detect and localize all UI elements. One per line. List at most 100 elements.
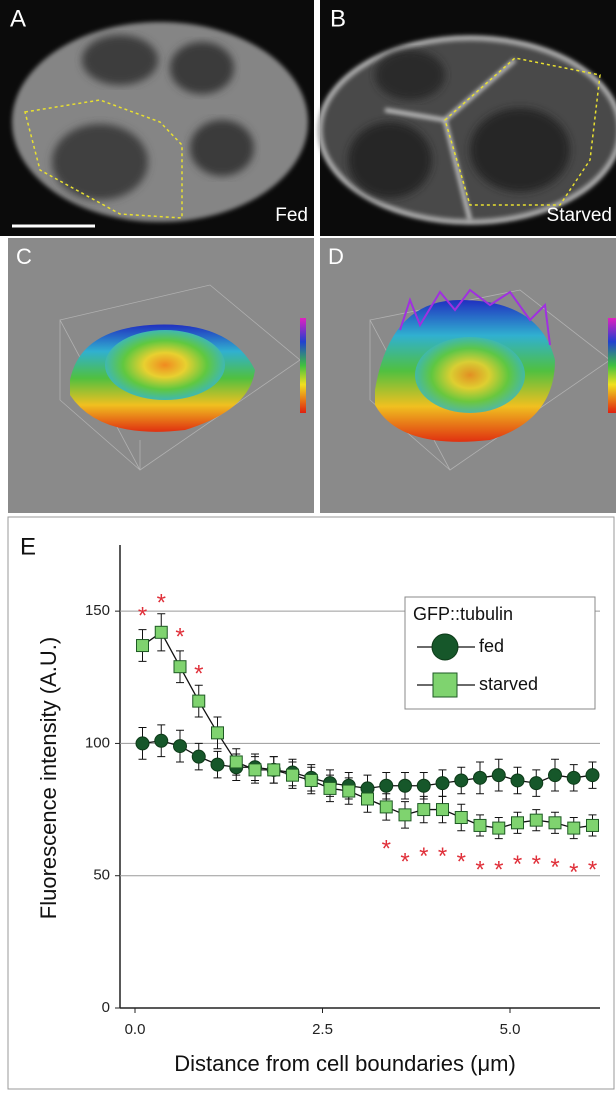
panel-label: B [330, 5, 346, 32]
nucleus [170, 42, 234, 94]
legend-title: GFP::tubulin [413, 604, 513, 624]
significance-mark: * [382, 835, 391, 862]
data-point [211, 726, 224, 740]
data-point [229, 755, 243, 769]
data-point [567, 821, 581, 835]
y-axis-label: Fluorescence intensity (A.U.) [36, 637, 61, 919]
nucleus [470, 108, 570, 192]
data-point [398, 808, 412, 822]
x-axis-label: Distance from cell boundaries (μm) [174, 1051, 516, 1076]
significance-mark: * [550, 854, 559, 881]
significance-mark: * [569, 859, 578, 886]
data-point [417, 803, 431, 817]
data-point [436, 803, 449, 817]
nucleus [52, 124, 148, 200]
surface-top [415, 337, 525, 413]
data-point [248, 763, 262, 777]
data-point [529, 776, 544, 791]
significance-mark: * [175, 624, 184, 651]
data-point [566, 770, 581, 785]
significance-mark: * [194, 661, 203, 688]
data-point [304, 773, 318, 787]
y-tick-label: 100 [85, 734, 110, 751]
color-bar [608, 318, 616, 413]
panel-d: D [320, 238, 616, 513]
significance-mark: * [588, 856, 597, 883]
data-point [473, 770, 487, 785]
y-tick-label: 150 [85, 602, 110, 619]
nucleus [375, 50, 445, 100]
legend-label: starved [479, 674, 538, 694]
panel-b: B Starved [317, 0, 616, 236]
data-point [135, 736, 150, 751]
data-point [585, 768, 600, 783]
panel-label: C [16, 244, 32, 269]
nucleus [190, 120, 254, 176]
data-point [192, 694, 206, 708]
data-point [435, 776, 450, 791]
data-point [286, 768, 299, 782]
data-point [491, 768, 506, 783]
data-point [191, 749, 206, 764]
data-point [548, 816, 562, 830]
significance-mark: * [438, 843, 447, 870]
condition-label: Starved [547, 205, 612, 226]
data-point [154, 625, 168, 639]
significance-mark: * [513, 851, 522, 878]
surface-peaks [399, 288, 551, 346]
legend-marker [432, 672, 458, 698]
data-point [379, 800, 393, 814]
condition-label: Fed [275, 205, 308, 226]
significance-mark: * [419, 843, 428, 870]
data-point [492, 821, 506, 835]
x-tick-label: 0.0 [125, 1021, 146, 1038]
y-tick-label: 0 [102, 999, 110, 1016]
significance-mark: * [475, 856, 484, 883]
data-point [379, 778, 394, 793]
data-point [454, 811, 468, 825]
data-point [173, 739, 187, 754]
data-point [267, 763, 281, 777]
data-point [342, 784, 356, 798]
data-point [210, 757, 225, 772]
data-point [510, 773, 525, 788]
data-point [173, 660, 187, 674]
significance-mark: * [138, 602, 147, 629]
data-point [454, 773, 469, 788]
x-tick-label: 5.0 [500, 1021, 521, 1038]
nucleus [82, 35, 158, 85]
significance-mark: * [157, 589, 166, 616]
data-point [323, 781, 337, 795]
data-point [398, 778, 412, 793]
nucleus [348, 122, 432, 198]
legend-label: fed [479, 636, 504, 656]
significance-mark: * [532, 851, 541, 878]
significance-mark: * [494, 856, 503, 883]
y-tick-label: 50 [93, 867, 110, 884]
x-tick-label: 2.5 [312, 1021, 333, 1038]
significance-mark: * [400, 849, 409, 876]
data-point [586, 818, 599, 832]
data-point [361, 792, 374, 806]
data-point [154, 733, 169, 748]
cell-outline [444, 57, 601, 206]
data-point [511, 816, 524, 830]
surface-top [105, 330, 225, 400]
panel-label: D [328, 244, 344, 269]
data-point [529, 813, 543, 827]
data-point [548, 768, 562, 783]
data-point [136, 639, 149, 653]
significance-mark: * [457, 849, 466, 876]
panel-c: C [8, 238, 314, 513]
panel-label: A [10, 5, 26, 32]
panel-a: A Fed [0, 0, 314, 236]
data-point [473, 818, 487, 832]
legend-marker [431, 633, 459, 661]
cell-outline [24, 99, 183, 219]
panel-label: E [20, 533, 36, 560]
color-bar [300, 318, 306, 413]
data-point [416, 778, 431, 793]
